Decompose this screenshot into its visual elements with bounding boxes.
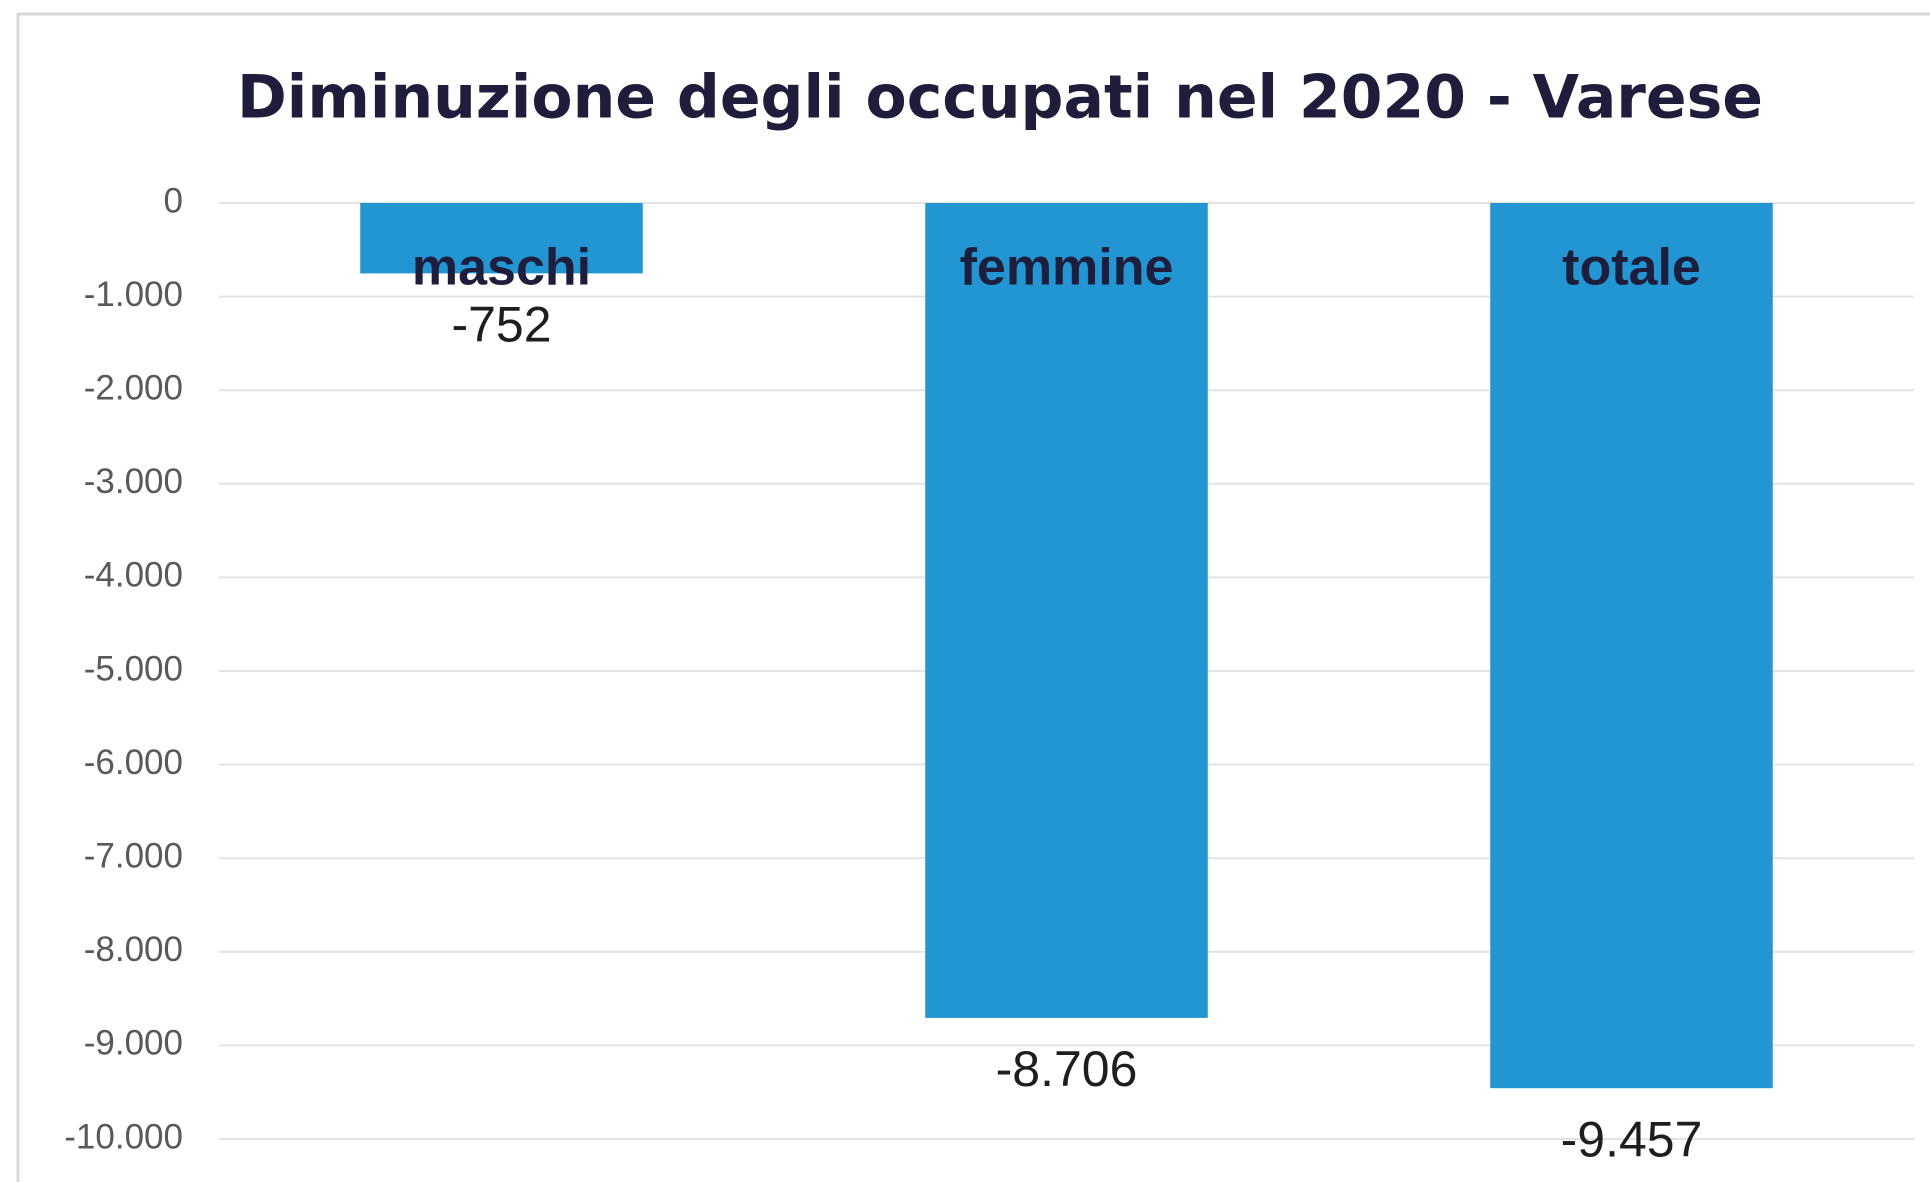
- category-label: maschi: [412, 239, 591, 297]
- y-tick-label: -3.000: [84, 462, 183, 501]
- y-tick-label: -4.000: [84, 556, 183, 595]
- chart-frame: [16, 12, 1930, 1182]
- value-label: -9.457: [1561, 1111, 1703, 1167]
- chart-title: Diminuzione degli occupati nel 2020 - Va…: [237, 63, 1763, 133]
- y-tick-label: -10.000: [64, 1117, 183, 1156]
- bar: [925, 203, 1208, 1018]
- y-tick-label: -9.000: [84, 1024, 183, 1063]
- bar: [1490, 203, 1773, 1089]
- value-label: -8.706: [996, 1041, 1138, 1097]
- value-label: -752: [451, 297, 551, 353]
- y-tick-label: -2.000: [84, 368, 183, 407]
- y-tick-label: -6.000: [84, 743, 183, 782]
- y-tick-label: -5.000: [84, 649, 183, 688]
- y-tick-label: -7.000: [84, 836, 183, 875]
- y-tick-label: -1.000: [84, 275, 183, 314]
- category-label: totale: [1562, 239, 1701, 297]
- y-tick-label: -8.000: [84, 930, 183, 969]
- bar: [360, 203, 643, 274]
- y-tick-label: 0: [164, 181, 183, 220]
- category-label: femmine: [960, 239, 1174, 297]
